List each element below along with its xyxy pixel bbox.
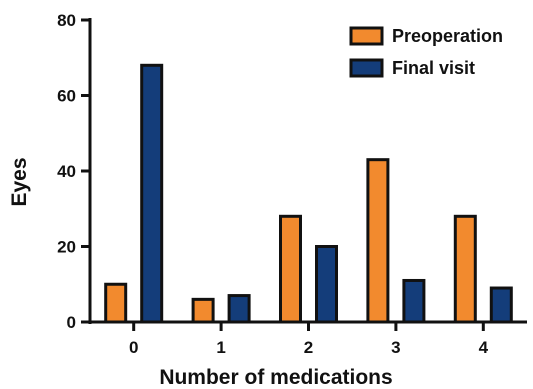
bar-preoperation-2 <box>279 214 302 324</box>
bar-final-visit-0 <box>140 63 164 324</box>
bar-final-visit-3 <box>402 278 426 324</box>
bar-preoperation-1 <box>191 297 215 324</box>
legend-label: Final visit <box>392 58 475 78</box>
legend-swatch <box>349 58 384 78</box>
bars <box>104 63 513 324</box>
bar-preoperation-0 <box>104 282 128 324</box>
bar-preoperation-3 <box>366 158 390 324</box>
legend-swatch <box>349 26 384 46</box>
y-tick-label: 0 <box>67 313 76 332</box>
legend-label: Preoperation <box>392 26 503 46</box>
legend: Preoperation Final visit <box>349 26 503 78</box>
x-axis-title: Number of medications <box>159 366 392 389</box>
x-tick-label: 1 <box>216 338 225 357</box>
x-tick-label: 0 <box>129 338 138 357</box>
x-tick-label: 2 <box>304 338 313 357</box>
bar-final-visit-2 <box>315 245 338 324</box>
y-tick-label: 40 <box>57 162 76 181</box>
x-tick-label: 3 <box>391 338 400 357</box>
y-axis-title: Eyes <box>8 157 31 206</box>
bar-final-visit-1 <box>227 294 251 324</box>
x-tick-label: 4 <box>479 338 489 357</box>
y-tick-label: 80 <box>57 11 76 30</box>
bar-final-visit-4 <box>489 286 513 324</box>
y-tick-label: 60 <box>57 87 76 106</box>
bar-preoperation-4 <box>453 214 477 324</box>
y-tick-label: 20 <box>57 238 76 257</box>
y-axis: 0 20 40 60 80 <box>57 11 92 332</box>
x-axis: 0 1 2 3 4 <box>88 320 527 357</box>
